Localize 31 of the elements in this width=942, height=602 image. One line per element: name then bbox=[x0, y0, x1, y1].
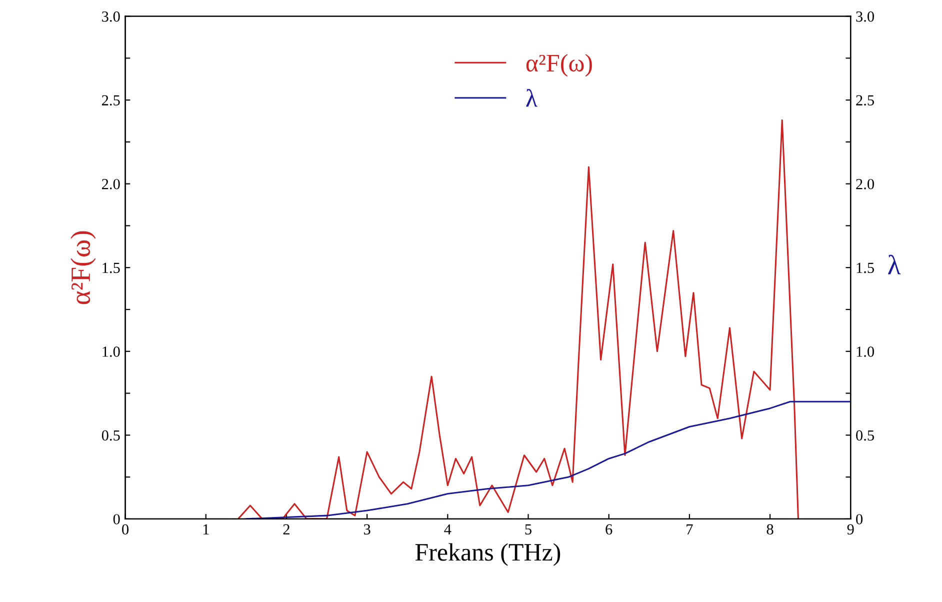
y2-axis-title: λ bbox=[888, 254, 901, 274]
x-tick-label: 0 bbox=[122, 524, 129, 535]
y-tick-label: 0.5 bbox=[102, 430, 120, 441]
x-tick-label: 2 bbox=[283, 524, 290, 534]
x-tick-label: 4 bbox=[444, 524, 452, 534]
x-tick-label: 5 bbox=[525, 524, 532, 535]
y2-tick-label: 1.0 bbox=[856, 346, 874, 357]
x-tick-label: 9 bbox=[847, 524, 854, 535]
x-tick-label: 7 bbox=[686, 524, 693, 534]
y2-tick-label: 3.0 bbox=[856, 11, 874, 22]
y2-tick-label: 2.0 bbox=[856, 178, 874, 190]
y2-tick-label: 0.5 bbox=[856, 430, 874, 441]
y2-tick-label: 2.5 bbox=[856, 95, 874, 106]
y-axis-title: α²F(ω) bbox=[70, 231, 96, 304]
x-tick-label: 3 bbox=[364, 524, 370, 535]
y-tick-label: 2.5 bbox=[102, 95, 120, 106]
y-tick-label: 1.5 bbox=[102, 262, 120, 274]
y-tick-label: 1.0 bbox=[102, 346, 120, 357]
legend-label: α²F(ω) bbox=[526, 54, 592, 77]
x-tick-label: 1 bbox=[203, 524, 209, 534]
y-tick-label: 2.0 bbox=[102, 178, 120, 190]
y2-tick-label: 0 bbox=[856, 514, 863, 524]
y2-tick-label: 1.5 bbox=[856, 262, 874, 274]
y-tick-label: 0 bbox=[113, 514, 120, 524]
legend-label: λ bbox=[526, 89, 538, 107]
y-tick-label: 3.0 bbox=[102, 11, 120, 22]
x-axis-title: Frekans (THz) bbox=[415, 543, 560, 566]
x-tick-label: 6 bbox=[606, 524, 612, 535]
line-series bbox=[237, 119, 800, 519]
x-tick-label: 8 bbox=[766, 524, 774, 535]
line-series bbox=[245, 400, 851, 519]
